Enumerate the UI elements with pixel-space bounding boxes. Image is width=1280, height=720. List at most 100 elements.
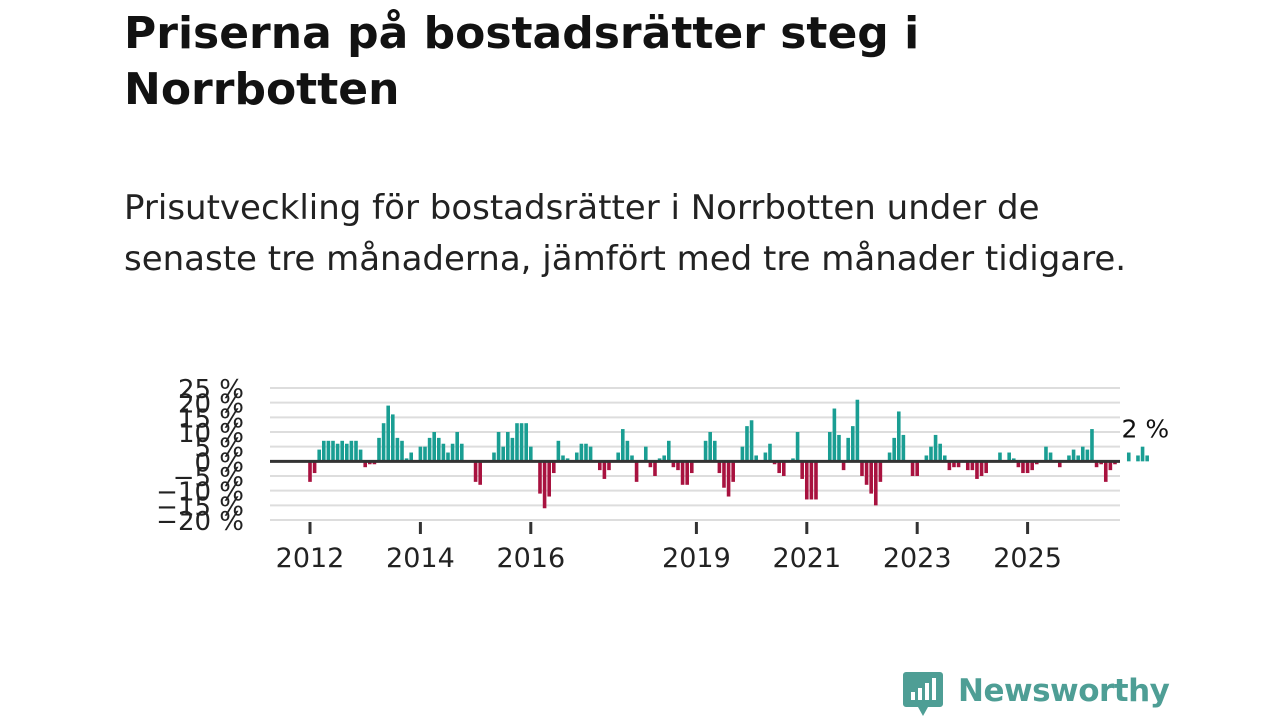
bar	[400, 440, 404, 462]
chart-title: Priserna på bostadsrätter steg i Norrbot…	[124, 8, 920, 115]
bar	[703, 440, 708, 462]
bar	[358, 449, 363, 462]
bar	[331, 440, 335, 462]
bar	[1025, 461, 1030, 474]
bar	[326, 440, 331, 462]
bar	[551, 461, 556, 474]
bar	[929, 446, 933, 462]
bar	[634, 461, 639, 482]
bar	[441, 443, 446, 462]
bar	[873, 461, 878, 506]
bar	[1103, 461, 1108, 482]
bar	[1057, 461, 1062, 468]
bar	[1016, 461, 1021, 468]
logo-chart-icon	[903, 672, 943, 716]
bar	[308, 461, 312, 482]
bar	[878, 461, 883, 482]
bar	[459, 443, 464, 462]
bar	[887, 452, 892, 462]
bar	[1085, 449, 1090, 462]
bar	[841, 461, 846, 471]
bar	[510, 437, 515, 462]
bar	[1126, 452, 1131, 462]
bar	[814, 461, 818, 500]
bar	[423, 446, 427, 462]
bar	[910, 461, 915, 476]
bar	[579, 443, 584, 462]
bar	[1007, 452, 1011, 462]
bar	[446, 452, 450, 462]
bar	[975, 461, 979, 479]
bar	[395, 437, 400, 462]
x-tick-label: 2014	[386, 543, 455, 574]
bar	[607, 461, 611, 471]
bar	[712, 440, 717, 462]
bar	[680, 461, 685, 485]
bar	[1080, 446, 1085, 462]
bar	[547, 461, 551, 497]
bar	[685, 461, 689, 485]
y-tick-label: 10 %	[178, 419, 244, 449]
x-tick-label: 2019	[662, 543, 731, 574]
y-tick-label: 25 %	[178, 375, 244, 405]
bar	[726, 461, 731, 497]
bar	[689, 461, 694, 474]
bar	[349, 440, 354, 462]
bar	[1067, 455, 1071, 462]
bar	[708, 432, 712, 462]
bar	[496, 432, 501, 462]
bar	[561, 455, 565, 462]
bar	[781, 461, 786, 476]
bar	[768, 443, 772, 462]
bar	[528, 446, 533, 462]
brand-name: Newsworthy	[958, 673, 1170, 709]
bar	[519, 423, 524, 462]
bar	[648, 461, 653, 468]
bar	[809, 461, 814, 500]
bar	[340, 440, 344, 462]
bar	[970, 461, 975, 471]
bar	[1094, 461, 1099, 468]
bar	[952, 461, 956, 468]
bar	[505, 432, 510, 462]
bar	[804, 461, 809, 500]
bar	[837, 434, 841, 462]
bar	[827, 432, 832, 462]
y-tick-label: −15 %	[156, 492, 244, 522]
bar	[427, 437, 432, 462]
y-tick-label: −10 %	[156, 478, 244, 508]
bar	[542, 461, 547, 509]
bar	[450, 443, 455, 462]
bar	[1044, 446, 1048, 462]
bar	[478, 461, 482, 485]
bar	[947, 461, 952, 471]
bar	[666, 440, 671, 462]
bar	[998, 452, 1002, 462]
bar	[597, 461, 602, 471]
latest-value-label: 2 %	[1122, 414, 1170, 443]
bar	[869, 461, 873, 494]
bar	[625, 440, 630, 462]
x-tick-label: 2021	[772, 543, 841, 574]
bar	[901, 434, 906, 462]
bar	[354, 440, 358, 462]
bar	[956, 461, 961, 468]
bar	[409, 452, 413, 462]
bar	[795, 432, 800, 462]
bar	[1090, 429, 1094, 462]
bar	[653, 461, 657, 476]
bar	[749, 420, 754, 462]
bar	[473, 461, 478, 482]
bar	[860, 461, 864, 476]
bar	[745, 426, 749, 462]
newsworthy-logo: Newsworthy	[902, 670, 1170, 720]
bar	[1145, 455, 1149, 462]
bar	[896, 411, 901, 462]
bar	[492, 452, 496, 462]
bar	[381, 423, 386, 462]
bar	[501, 446, 505, 462]
bar	[436, 437, 441, 462]
x-tick-label: 2023	[883, 543, 952, 574]
bar	[317, 449, 321, 462]
y-tick-label: −5 %	[173, 463, 244, 493]
